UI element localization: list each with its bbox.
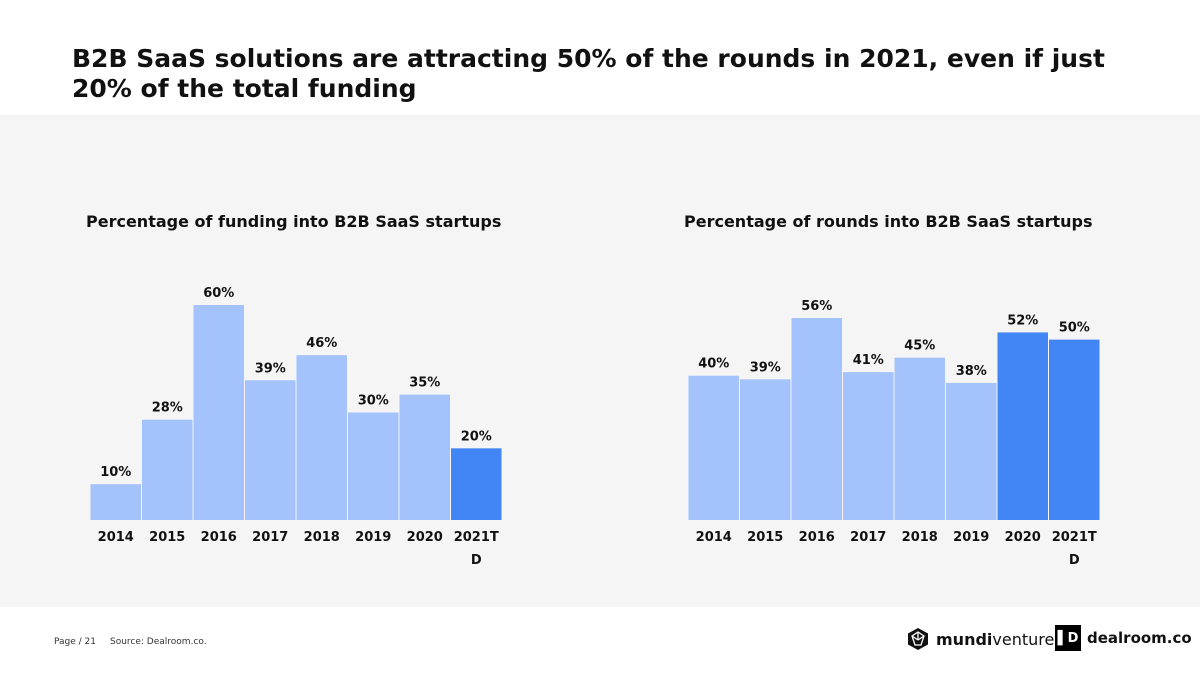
rounds-tick-label: 2016 [799, 530, 835, 545]
rounds-tick-label: 2014 [696, 530, 732, 545]
funding-tick-label: 2016 [201, 530, 237, 545]
page-title: B2B SaaS solutions are attracting 50% of… [72, 44, 1105, 103]
page-number: Page / 21 [54, 637, 96, 647]
dealroom-logo-icon: ▌D [1055, 625, 1081, 651]
funding-data-label: 10% [100, 465, 131, 480]
rounds-data-label: 40% [698, 357, 729, 372]
rounds-bar-2015 [740, 379, 791, 520]
dealroom-wordmark: dealroom.co [1087, 629, 1192, 647]
funding-bar-2020 [399, 394, 450, 520]
funding-data-label: 60% [203, 286, 234, 301]
rounds-bar-2016 [791, 318, 842, 520]
funding-tick-label: 2015 [149, 530, 185, 545]
mundi-ventures-wordmark: mundiventures [936, 629, 1063, 649]
funding-bar-2019 [348, 412, 399, 520]
rounds-bar-2014 [688, 375, 739, 520]
rounds-tick-label: 2019 [953, 530, 989, 545]
rounds-bar-2017 [843, 372, 894, 520]
rounds-tick-label: D [1069, 553, 1080, 568]
funding-bar-2016 [193, 305, 244, 520]
funding-bar-2018 [296, 355, 347, 520]
funding-bar-2017 [245, 380, 296, 520]
funding-data-label: 28% [152, 401, 183, 416]
funding-tick-label: 2019 [355, 530, 391, 545]
rounds-tick-label: 2018 [902, 530, 938, 545]
funding-tick-label: 2014 [98, 530, 134, 545]
source-note: Source: Dealroom.co. [110, 637, 207, 647]
rounds-data-label: 50% [1059, 321, 1090, 336]
rounds-tick-label: 2017 [850, 530, 886, 545]
rounds-bar-2020 [997, 332, 1048, 520]
funding-data-label: 46% [306, 336, 337, 351]
rounds-data-label: 56% [801, 299, 832, 314]
funding-tick-label: 2017 [252, 530, 288, 545]
funding-tick-label: 2018 [304, 530, 340, 545]
funding-tick-label: D [471, 553, 482, 568]
mundi-ventures-logo: mundiventures [906, 625, 1063, 653]
rounds-bar-2019 [946, 382, 997, 520]
dealroom-logo: ▌D dealroom.co [1055, 625, 1192, 651]
funding-tick-label: 2020 [407, 530, 443, 545]
rounds-data-label: 52% [1007, 313, 1038, 328]
rounds-data-label: 38% [956, 364, 987, 379]
rounds-data-label: 41% [853, 353, 884, 368]
rounds-bar-2021td [1049, 339, 1100, 520]
funding-data-label: 30% [358, 394, 389, 409]
rounds-tick-label: 2020 [1005, 530, 1041, 545]
funding-data-label: 35% [409, 376, 440, 391]
chart-title-funding: Percentage of funding into B2B SaaS star… [86, 212, 502, 231]
funding-data-label: 20% [461, 429, 492, 444]
funding-bar-2014 [90, 484, 141, 520]
rounds-data-label: 39% [750, 360, 781, 375]
chart-title-rounds: Percentage of rounds into B2B SaaS start… [684, 212, 1093, 231]
rounds-tick-label: 2021T [1052, 530, 1097, 545]
mundi-ventures-logo-icon [908, 628, 928, 650]
rounds-tick-label: 2015 [747, 530, 783, 545]
funding-bar-2021td [451, 448, 502, 520]
funding-bar-2015 [142, 419, 193, 520]
funding-tick-label: 2021T [454, 530, 499, 545]
funding-data-label: 39% [255, 361, 286, 376]
rounds-data-label: 45% [904, 339, 935, 354]
rounds-bar-2018 [894, 357, 945, 520]
